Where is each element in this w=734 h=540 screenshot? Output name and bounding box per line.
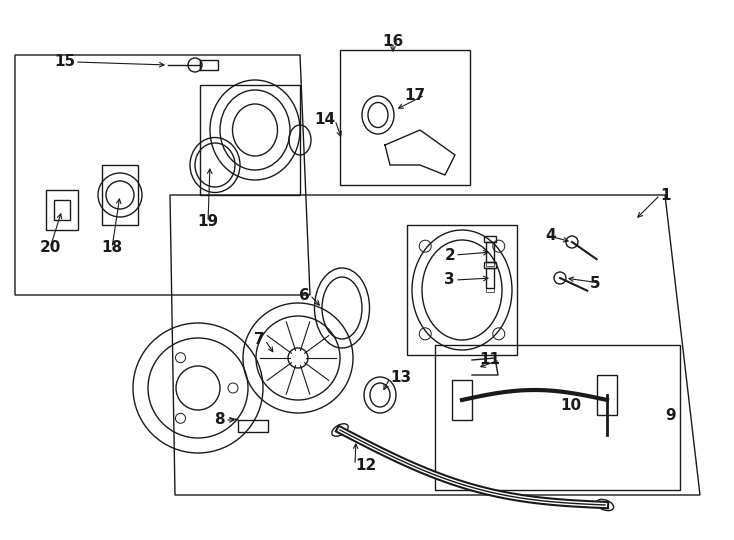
Text: 11: 11 [479, 353, 500, 368]
Text: 17: 17 [404, 87, 425, 103]
Text: 12: 12 [355, 457, 377, 472]
Bar [486, 242, 494, 262]
Bar [54, 200, 70, 220]
Text: 14: 14 [314, 112, 335, 127]
Text: 19: 19 [197, 214, 219, 230]
Bar [238, 420, 268, 432]
Bar [484, 236, 496, 242]
Text: 2: 2 [444, 247, 455, 262]
Bar [102, 165, 138, 225]
Bar [486, 268, 494, 288]
Bar [407, 225, 517, 355]
Bar [200, 60, 218, 70]
Bar [452, 380, 472, 420]
Text: 15: 15 [54, 55, 75, 70]
Text: 9: 9 [665, 408, 675, 422]
Text: 18: 18 [101, 240, 123, 255]
Text: 8: 8 [214, 413, 225, 428]
Bar [486, 288, 494, 292]
Text: 4: 4 [545, 227, 556, 242]
Text: 6: 6 [299, 287, 310, 302]
Text: 13: 13 [390, 370, 411, 386]
Text: 20: 20 [40, 240, 61, 255]
Text: 5: 5 [589, 275, 600, 291]
Bar [200, 85, 300, 195]
Text: 3: 3 [444, 273, 455, 287]
Text: 16: 16 [382, 35, 404, 50]
Text: 1: 1 [660, 187, 670, 202]
Bar [46, 190, 78, 230]
Bar [484, 262, 496, 268]
Text: 10: 10 [560, 397, 581, 413]
Text: 7: 7 [255, 333, 265, 348]
Bar [340, 50, 470, 185]
Bar [486, 262, 494, 266]
Bar [435, 345, 680, 490]
Bar [597, 375, 617, 415]
